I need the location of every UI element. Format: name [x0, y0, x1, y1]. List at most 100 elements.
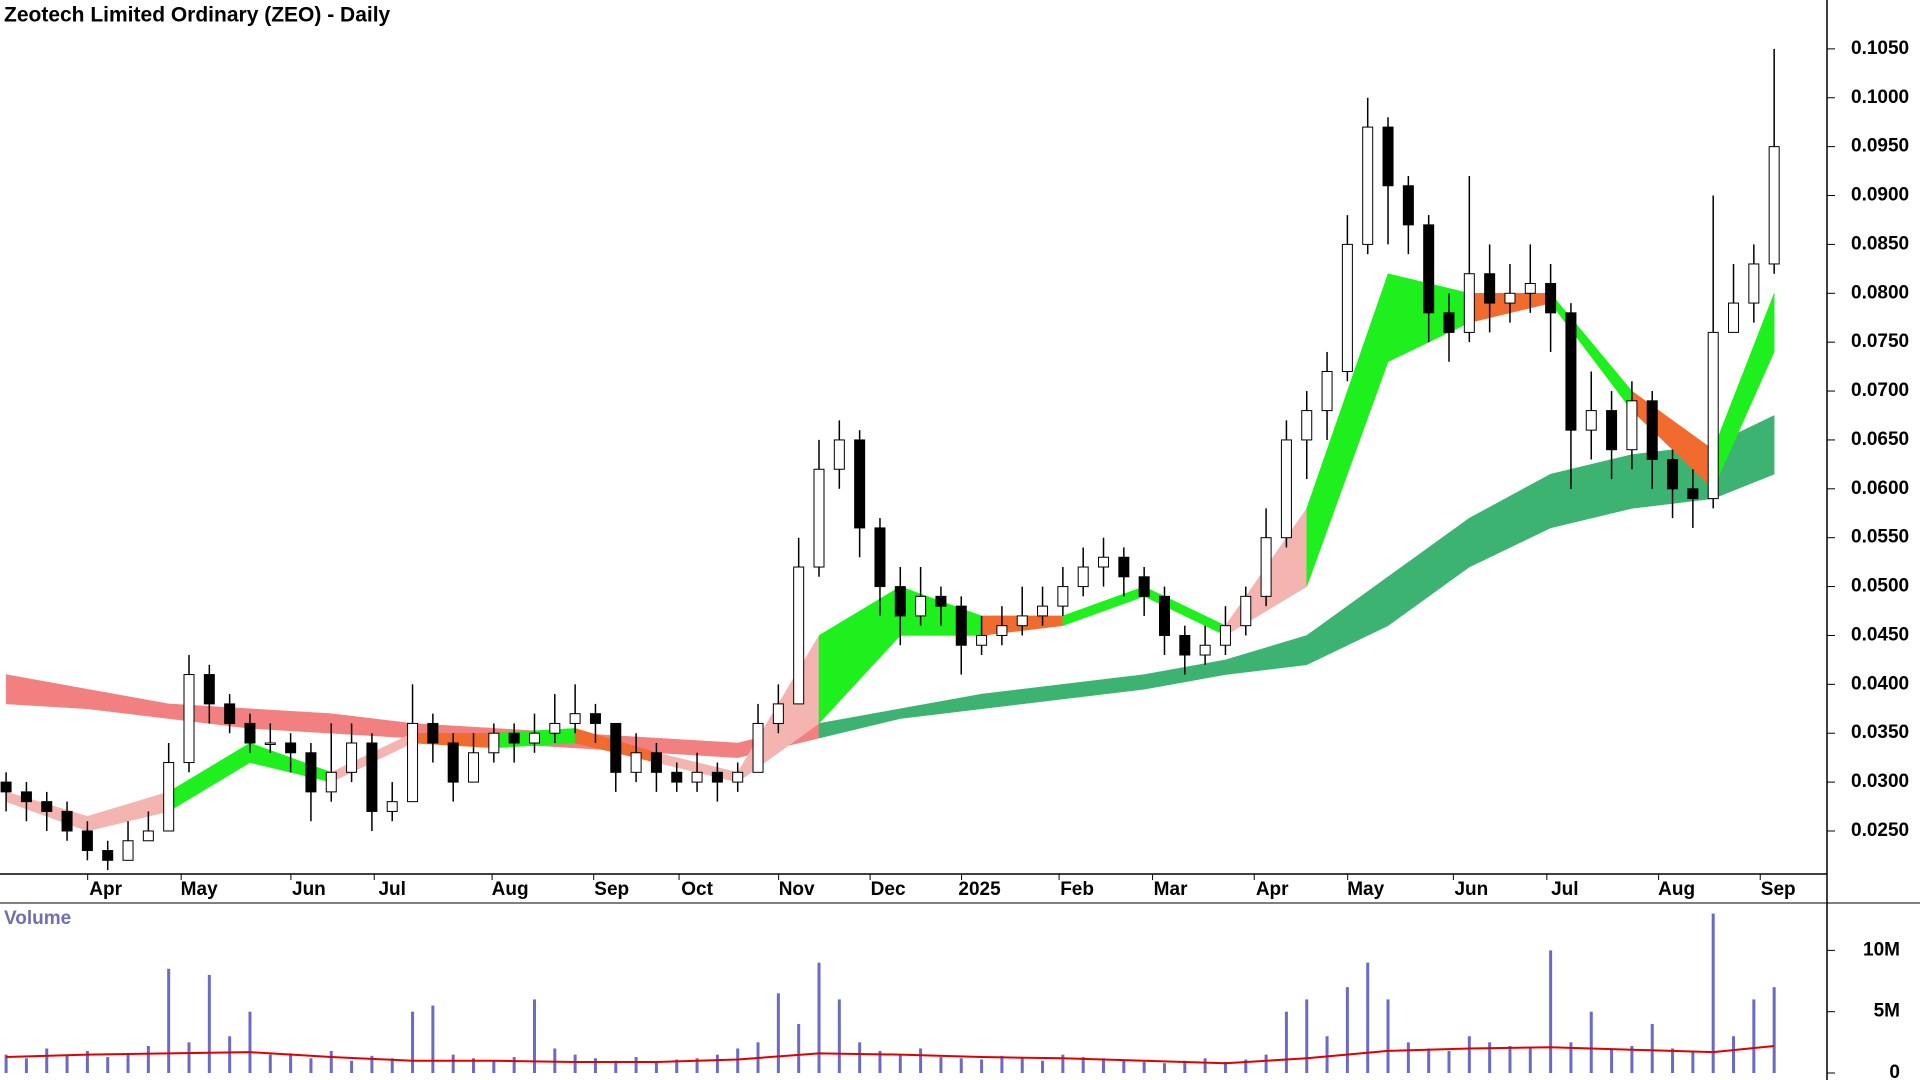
- candle-body: [630, 752, 642, 773]
- candle-body: [468, 752, 480, 783]
- candle-body: [874, 527, 886, 588]
- volume-bar: [187, 1042, 191, 1073]
- volume-label: Volume: [4, 908, 71, 929]
- volume-bar: [1549, 950, 1553, 1073]
- candle-body: [854, 439, 866, 529]
- y-tick-label: 0.0700: [1851, 380, 1909, 401]
- volume-bar: [451, 1054, 455, 1073]
- candle-body: [0, 781, 12, 793]
- ma-band: [1062, 586, 1145, 627]
- candle-body: [671, 771, 683, 783]
- y-tick-label: 0.0250: [1851, 820, 1909, 841]
- candle-body: [1423, 224, 1435, 314]
- y-tick-label: 0.0800: [1851, 282, 1909, 303]
- ma-band: [1550, 454, 1633, 529]
- volume-bar: [837, 999, 841, 1073]
- x-tick-label: Aug: [492, 879, 529, 900]
- candle-body: [447, 742, 459, 783]
- volume-bar: [1589, 1011, 1593, 1073]
- y-tick-label: 10M: [1863, 939, 1900, 960]
- y-tick-label: 0.0950: [1851, 136, 1909, 157]
- x-tick-label: Apr: [1256, 879, 1289, 900]
- volume-bar: [65, 1055, 69, 1073]
- ma-band: [1062, 674, 1145, 700]
- candle-body: [102, 850, 114, 861]
- volume-bar: [858, 1042, 862, 1073]
- volume-bar: [85, 1050, 89, 1073]
- x-tick-label: Jun: [1454, 879, 1488, 900]
- volume-bar: [919, 1048, 923, 1073]
- candle-body: [183, 674, 195, 764]
- x-tick-label: Oct: [681, 879, 713, 900]
- candle-body: [122, 840, 134, 861]
- x-tick-label: Jul: [1551, 879, 1578, 900]
- y-tick-label: 0.0650: [1851, 429, 1909, 450]
- volume-bar: [146, 1046, 150, 1073]
- ma-band: [87, 688, 169, 719]
- volume-bar: [268, 1054, 272, 1073]
- volume-bar: [1061, 1054, 1065, 1073]
- candle-body: [813, 468, 825, 568]
- volume-bar: [45, 1048, 49, 1073]
- ma-band: [249, 708, 332, 734]
- volume-bar: [1203, 1058, 1207, 1073]
- volume-bar: [1244, 1059, 1248, 1073]
- ma-band: [818, 708, 901, 739]
- volume-bar: [695, 1058, 699, 1073]
- x-tick-label: Dec: [871, 879, 906, 900]
- volume-bar: [1691, 1050, 1695, 1073]
- y-tick-label: 0.0850: [1851, 233, 1909, 254]
- candle-body: [1280, 439, 1292, 539]
- volume-bar: [1508, 1046, 1512, 1073]
- volume-bar: [1264, 1054, 1268, 1073]
- candle-body: [264, 742, 276, 745]
- volume-bar: [1305, 999, 1309, 1073]
- ma-band: [168, 742, 251, 812]
- x-tick-label: May: [1347, 879, 1384, 900]
- volume-bar: [1325, 1036, 1329, 1073]
- candle-body: [1382, 126, 1394, 187]
- x-tick-label: Mar: [1154, 879, 1188, 900]
- volume-bar: [1732, 1036, 1736, 1073]
- volume-bar: [289, 1053, 293, 1073]
- candle-body: [1219, 625, 1231, 646]
- volume-bar: [1569, 1042, 1573, 1073]
- ma-band: [1469, 473, 1551, 568]
- x-tick-label: Aug: [1658, 879, 1695, 900]
- volume-bar: [797, 1023, 801, 1073]
- candle-body: [20, 791, 32, 803]
- volume-bar: [1223, 1061, 1227, 1073]
- candle-body: [1463, 273, 1475, 333]
- candle-body: [1402, 185, 1414, 226]
- candle-body: [427, 722, 439, 744]
- x-tick-label: Jun: [292, 879, 326, 900]
- candle-body: [955, 605, 967, 646]
- candle-body: [976, 634, 988, 646]
- candle-body: [1158, 595, 1170, 636]
- candle-body: [1728, 302, 1740, 333]
- candle-body: [1585, 410, 1597, 431]
- volume-bar: [4, 1054, 8, 1073]
- volume-bar: [1467, 1036, 1471, 1073]
- candle-body: [81, 830, 93, 852]
- candle-body: [1626, 400, 1638, 451]
- candle-body: [1016, 615, 1028, 627]
- volume-bar: [939, 1057, 943, 1073]
- volume-bar: [1488, 1042, 1492, 1073]
- volume-bar: [1671, 1048, 1675, 1073]
- volume-bar: [1081, 1057, 1085, 1073]
- volume-bar: [1386, 999, 1390, 1073]
- volume-bar: [736, 1048, 740, 1073]
- candle-body: [1118, 556, 1130, 578]
- candle-body: [163, 762, 175, 832]
- candle-body: [1545, 283, 1557, 314]
- candle-body: [1057, 586, 1069, 607]
- candle-body: [386, 801, 398, 812]
- volume-bar: [309, 1058, 313, 1073]
- candle-body: [508, 732, 520, 744]
- ma-band: [818, 586, 901, 725]
- candle-body: [285, 742, 297, 754]
- candle-body: [1565, 312, 1577, 431]
- volume-bar: [1630, 1046, 1634, 1073]
- candle-body: [142, 830, 154, 842]
